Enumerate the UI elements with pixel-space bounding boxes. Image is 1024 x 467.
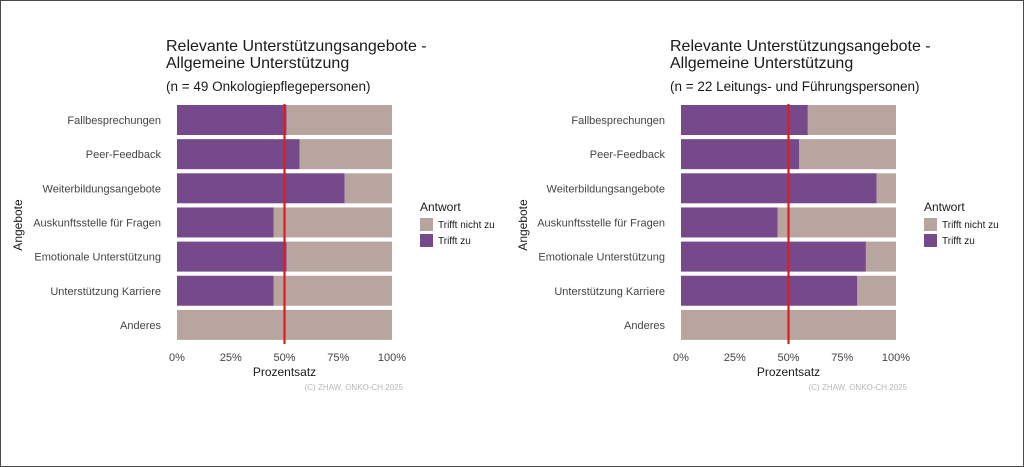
chart-title-line: Relevante Unterstützungsangebote - [166, 38, 427, 55]
y-axis-title: Angebote [11, 199, 25, 251]
bar-trifft-nicht-zu [799, 139, 896, 170]
category-label: Fallbesprechungen [67, 115, 161, 127]
x-axis-title: Prozentsatz [757, 365, 820, 379]
bar-trifft-nicht-zu [273, 275, 392, 306]
chart-subtitle: (n = 49 Onkologiepflegepersonen) [166, 79, 371, 94]
x-tick-label: 75% [831, 352, 853, 364]
bar-trifft-nicht-zu [273, 207, 392, 238]
category-label: Emotionale Unterstützung [538, 252, 665, 264]
bar-trifft-zu [681, 139, 800, 170]
chart-subtitle: (n = 22 Leitungs- und Führungspersonen) [670, 79, 920, 94]
bar-trifft-nicht-zu [299, 139, 392, 170]
category-label: Anderes [624, 320, 665, 332]
category-label: Emotionale Unterstützung [34, 252, 161, 264]
bar-trifft-nicht-zu [286, 241, 392, 272]
x-tick-label: 0% [169, 352, 185, 364]
chart-title-line: Relevante Unterstützungsangebote - [670, 38, 931, 55]
bar-trifft-nicht-zu [876, 173, 896, 204]
category-label: Peer-Feedback [590, 149, 666, 161]
legend-label: Trifft zu [438, 236, 471, 247]
category-label: Fallbesprechungen [571, 115, 665, 127]
bar-trifft-zu [681, 105, 808, 135]
category-label: Auskunftsstelle für Fragen [33, 217, 161, 229]
caption: (C) ZHAW, ONKO-CH 2025 [809, 383, 908, 392]
x-tick-label: 0% [673, 352, 689, 364]
bar-trifft-nicht-zu [857, 275, 896, 306]
bar-trifft-zu [177, 173, 345, 204]
x-tick-label: 25% [220, 352, 242, 364]
bar-trifft-nicht-zu [807, 105, 896, 135]
bar-trifft-zu [177, 139, 300, 170]
legend-swatch [924, 218, 937, 231]
category-label: Weiterbildungsangebote [43, 183, 161, 195]
category-label: Anderes [120, 320, 161, 332]
x-tick-label: 100% [882, 352, 910, 364]
legend-label: Trifft nicht zu [438, 220, 495, 231]
y-axis-title: Angebote [516, 199, 530, 251]
bar-trifft-zu [681, 275, 858, 306]
x-tick-label: 75% [327, 352, 349, 364]
legend-swatch [924, 234, 937, 247]
bar-trifft-nicht-zu [344, 173, 392, 204]
bar-trifft-zu [177, 105, 287, 135]
legend-title: Antwort [924, 200, 965, 214]
chart-title-line: Allgemeine Unterstützung [166, 55, 349, 72]
category-label: Auskunftsstelle für Fragen [537, 217, 665, 229]
category-label: Unterstützung Karriere [50, 286, 161, 298]
legend-swatch [420, 234, 433, 247]
bar-trifft-zu [177, 207, 274, 238]
x-tick-label: 100% [378, 352, 406, 364]
category-label: Weiterbildungsangebote [547, 183, 665, 195]
x-axis-title: Prozentsatz [253, 365, 316, 379]
x-tick-label: 25% [724, 352, 746, 364]
bar-trifft-zu [177, 275, 274, 306]
caption: (C) ZHAW, ONKO-CH 2025 [305, 383, 404, 392]
bar-trifft-nicht-zu [865, 241, 896, 272]
category-label: Peer-Feedback [86, 149, 162, 161]
x-tick-label: 50% [777, 352, 799, 364]
legend-label: Trifft zu [942, 236, 975, 247]
legend-label: Trifft nicht zu [942, 220, 999, 231]
bar-trifft-zu [177, 241, 287, 272]
chart-title-line: Allgemeine Unterstützung [670, 55, 853, 72]
category-label: Unterstützung Karriere [554, 286, 665, 298]
bar-trifft-zu [681, 207, 778, 238]
bar-trifft-zu [681, 173, 877, 204]
bar-trifft-nicht-zu [286, 105, 392, 135]
bar-trifft-zu [681, 241, 866, 272]
x-tick-label: 50% [273, 352, 295, 364]
legend-swatch [420, 218, 433, 231]
legend-title: Antwort [420, 200, 461, 214]
bar-trifft-nicht-zu [777, 207, 896, 238]
